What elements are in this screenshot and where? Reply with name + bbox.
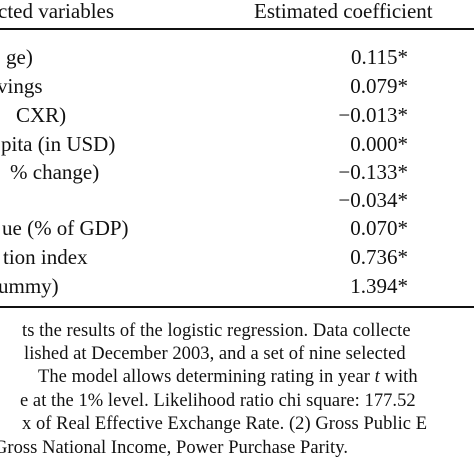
table-note-line: e at the 1% level. Likelihood ratio chi … — [20, 390, 416, 412]
coefficient-value: −0.034* — [338, 188, 408, 212]
coefficient-value: 0.079* — [350, 74, 408, 98]
table-bottom-rule — [0, 306, 474, 308]
table-row: pita (in USD) 0.000* — [0, 130, 474, 159]
coefficient-value: 0.000* — [350, 132, 408, 156]
note-text: e at the 1% level. Likelihood ratio chi … — [20, 391, 416, 411]
table-row: −0.034* — [0, 186, 474, 215]
coefficient-value: 0.115* — [351, 45, 408, 69]
note-text: x of Real Effective Exchange Rate. (2) G… — [22, 414, 428, 434]
variable-name: ue (% of GDP) — [2, 216, 129, 240]
variables-column-header: cted variables — [0, 0, 115, 23]
note-text: ts the results of the logistic regressio… — [22, 321, 411, 341]
variable-name: tion index — [3, 245, 88, 269]
variable-name: ummy) — [0, 274, 59, 298]
variable-name: ge) — [6, 45, 33, 69]
coefficient-value: −0.013* — [338, 103, 408, 127]
coefficient-value: −0.133* — [338, 160, 408, 184]
table-row: CXR) −0.013* — [0, 101, 474, 130]
table-note-line: x of Real Effective Exchange Rate. (2) G… — [22, 413, 427, 435]
table-note-line: ts the results of the logistic regressio… — [22, 320, 411, 342]
table-row: ue (% of GDP) 0.070* — [0, 214, 474, 243]
variable-name: vings — [0, 74, 43, 98]
variable-name: pita (in USD) — [1, 132, 116, 156]
table-row: ummy) 1.394* — [0, 272, 474, 301]
coefficient-column-header: Estimated coefficient — [254, 0, 433, 23]
note-text: The model allows determining rating in y… — [38, 367, 375, 387]
table-row: vings 0.079* — [0, 72, 474, 101]
coefficient-value: 0.070* — [350, 216, 408, 240]
coefficient-value: 0.736* — [350, 245, 408, 269]
header-rule — [0, 28, 474, 30]
coefficient-value: 1.394* — [350, 274, 408, 298]
variable-name: % change) — [10, 160, 100, 184]
table-row: ge) 0.115* — [0, 43, 474, 72]
note-italic-t: t — [374, 367, 380, 387]
table-row: tion index 0.736* — [0, 243, 474, 272]
note-text: with — [379, 367, 418, 387]
table-note-line: The model allows determining rating in y… — [38, 366, 418, 388]
variable-name: CXR) — [16, 103, 67, 127]
table-note-line: lished at December 2003, and a set of ni… — [24, 343, 406, 365]
note-text: lished at December 2003, and a set of ni… — [24, 344, 406, 364]
table-row: % change) −0.133* — [0, 158, 474, 187]
note-text: Gross National Income, Power Purchase Pa… — [0, 438, 349, 458]
table-note-line: Gross National Income, Power Purchase Pa… — [0, 437, 348, 459]
